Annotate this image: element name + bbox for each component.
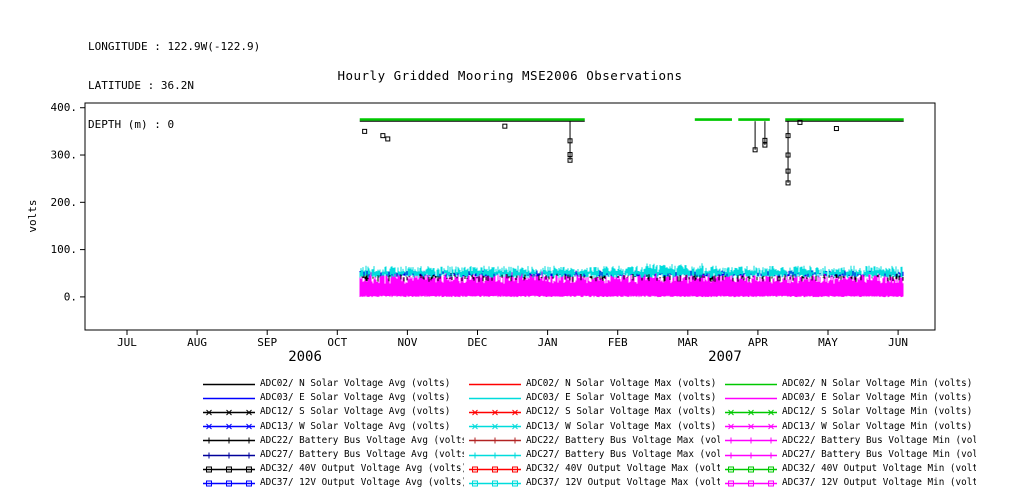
x-tick-label: FEB — [608, 336, 628, 349]
y-tick-label: 100. — [51, 243, 78, 256]
x-tick-label: NOV — [397, 336, 417, 349]
plot-title: Hourly Gridded Mooring MSE2006 Observati… — [337, 68, 683, 83]
legend-line-sample-x — [469, 409, 521, 416]
legend-row: ADC13/ W Solar Voltage Avg (volts) ADC13/… — [203, 420, 976, 434]
y-axis-title: volts — [26, 199, 39, 232]
legend-line-sample-plus — [469, 437, 521, 444]
legend-label: ADC13/ W Solar Voltage Avg (volts) — [260, 420, 451, 432]
legend-label: ADC13/ W Solar Voltage Max (volts) — [526, 420, 717, 432]
legend-line-sample-plus — [725, 452, 777, 459]
legend-label: ADC32/ 40V Output Voltage Avg (volts) — [260, 463, 464, 475]
legend-line-sample-square — [725, 466, 777, 473]
legend-label: ADC12/ S Solar Voltage Avg (volts) — [260, 406, 451, 418]
x-year-label: 2006 — [288, 349, 322, 365]
legend-line-sample-plus — [203, 452, 255, 459]
legend-label: ADC03/ E Solar Voltage Max (volts) — [526, 392, 717, 404]
y-tick-label: 300. — [51, 149, 78, 162]
legend-row: ADC03/ E Solar Voltage Avg (volts) ADC03/… — [203, 391, 976, 405]
legend-label: ADC03/ E Solar Voltage Min (volts) — [782, 392, 973, 404]
legend-line-sample-x — [725, 423, 777, 430]
x-tick-label: JAN — [538, 336, 558, 349]
y-axis: 0. 100. 200. 300. 400. — [51, 101, 85, 303]
legend-row: ADC12/ S Solar Voltage Avg (volts) ADC12/… — [203, 405, 976, 419]
legend-line-sample-none — [203, 397, 255, 399]
legend-line-sample-square — [725, 480, 777, 487]
plot-legend: ADC02/ N Solar Voltage Avg (volts) ADC02/… — [203, 377, 976, 491]
x-year-label: 2007 — [708, 349, 742, 365]
legend-label: ADC27/ Battery Bus Voltage Avg (volts) — [260, 448, 464, 460]
legend-line-sample-square — [469, 480, 521, 487]
legend-row: ADC02/ N Solar Voltage Avg (volts) ADC02/… — [203, 377, 976, 391]
legend-line-sample-square — [203, 480, 255, 487]
x-tick-label: MAY — [818, 336, 838, 349]
longitude-label: LONGITUDE : 122.9W(-122.9) — [88, 40, 261, 53]
y-tick-label: 400. — [51, 101, 78, 114]
legend-label: ADC32/ 40V Output Voltage Max (volts) — [526, 463, 720, 475]
legend-line-sample-x — [203, 423, 255, 430]
legend-label: ADC32/ 40V Output Voltage Min (volts) — [782, 463, 976, 475]
legend-line-sample-plus — [469, 452, 521, 459]
latitude-label: LATITUDE : 36.2N — [88, 79, 194, 92]
legend-label: ADC22/ Battery Bus Voltage Avg (volts) — [260, 434, 464, 446]
legend-line-sample-none — [203, 383, 255, 385]
x-tick-label: OCT — [327, 336, 347, 349]
legend-label: ADC37/ 12V Output Voltage Max (volts) — [526, 477, 720, 489]
legend-line-sample-x — [725, 409, 777, 416]
legend-label: ADC02/ N Solar Voltage Max (volts) — [526, 378, 717, 389]
legend-row: ADC22/ Battery Bus Voltage Avg (volts) AD… — [203, 434, 976, 448]
legend-row: ADC37/ 12V Output Voltage Avg (volts) ADC… — [203, 476, 976, 490]
series-adc32-40v-output-voltage-avg-dropouts-black-open — [362, 119, 839, 186]
legend-label: ADC13/ W Solar Voltage Min (volts) — [782, 420, 973, 432]
series-min-series-cluster-solar-battery-12v-outputs-mag — [359, 271, 904, 298]
legend-label: ADC22/ Battery Bus Voltage Min (volts) — [782, 434, 976, 446]
legend-label: ADC03/ E Solar Voltage Avg (volts) — [260, 392, 451, 404]
legend-line-sample-none — [469, 397, 521, 399]
legend-label: ADC12/ S Solar Voltage Min (volts) — [782, 406, 973, 418]
x-tick-label: MAR — [678, 336, 698, 349]
legend-label: ADC02/ N Solar Voltage Avg (volts) — [260, 378, 451, 389]
x-tick-label: JUN — [888, 336, 908, 349]
legend-label: ADC27/ Battery Bus Voltage Min (volts) — [782, 448, 976, 460]
legend-label: ADC37/ 12V Output Voltage Avg (volts) — [260, 477, 464, 489]
depth-label: DEPTH (m) : 0 — [88, 118, 175, 131]
legend-line-sample-plus — [725, 437, 777, 444]
x-tick-label: DEC — [468, 336, 488, 349]
x-tick-label: SEP — [257, 336, 277, 349]
x-axis: JUL AUG SEP OCT NOV DEC JAN FEB MAR APR MAY JUN 2006… — [117, 330, 908, 365]
legend-line-sample-none — [725, 383, 777, 385]
y-tick-label: 200. — [51, 196, 78, 209]
legend-line-sample-none — [725, 397, 777, 399]
legend-label: ADC02/ N Solar Voltage Min (volts) — [782, 378, 973, 389]
x-tick-label: JUL — [117, 336, 137, 349]
legend-line-sample-none — [469, 383, 521, 385]
series-max-series-cluster-cyan-48-66-v — [359, 263, 903, 278]
station-info: LONGITUDE : 122.9W(-122.9) LATITUDE : 36… — [88, 14, 260, 157]
legend-line-sample-square — [469, 466, 521, 473]
legend-label: ADC22/ Battery Bus Voltage Max (volts) — [526, 434, 720, 446]
legend-label: ADC12/ S Solar Voltage Max (volts) — [526, 406, 717, 418]
legend-line-sample-x — [469, 423, 521, 430]
plot-frame — [84, 102, 936, 331]
y-tick-label: 0. — [64, 290, 77, 303]
legend-label: ADC27/ Battery Bus Voltage Max (volts) — [526, 448, 720, 460]
legend-line-sample-plus — [203, 437, 255, 444]
legend-row: ADC27/ Battery Bus Voltage Avg (volts) AD… — [203, 448, 976, 462]
x-tick-label: APR — [748, 336, 768, 349]
legend-line-sample-x — [203, 409, 255, 416]
x-tick-label: AUG — [187, 336, 207, 349]
legend-row: ADC32/ 40V Output Voltage Avg (volts) ADC… — [203, 462, 976, 476]
legend-label: ADC37/ 12V Output Voltage Min (volts) — [782, 477, 976, 489]
legend-line-sample-square — [203, 466, 255, 473]
